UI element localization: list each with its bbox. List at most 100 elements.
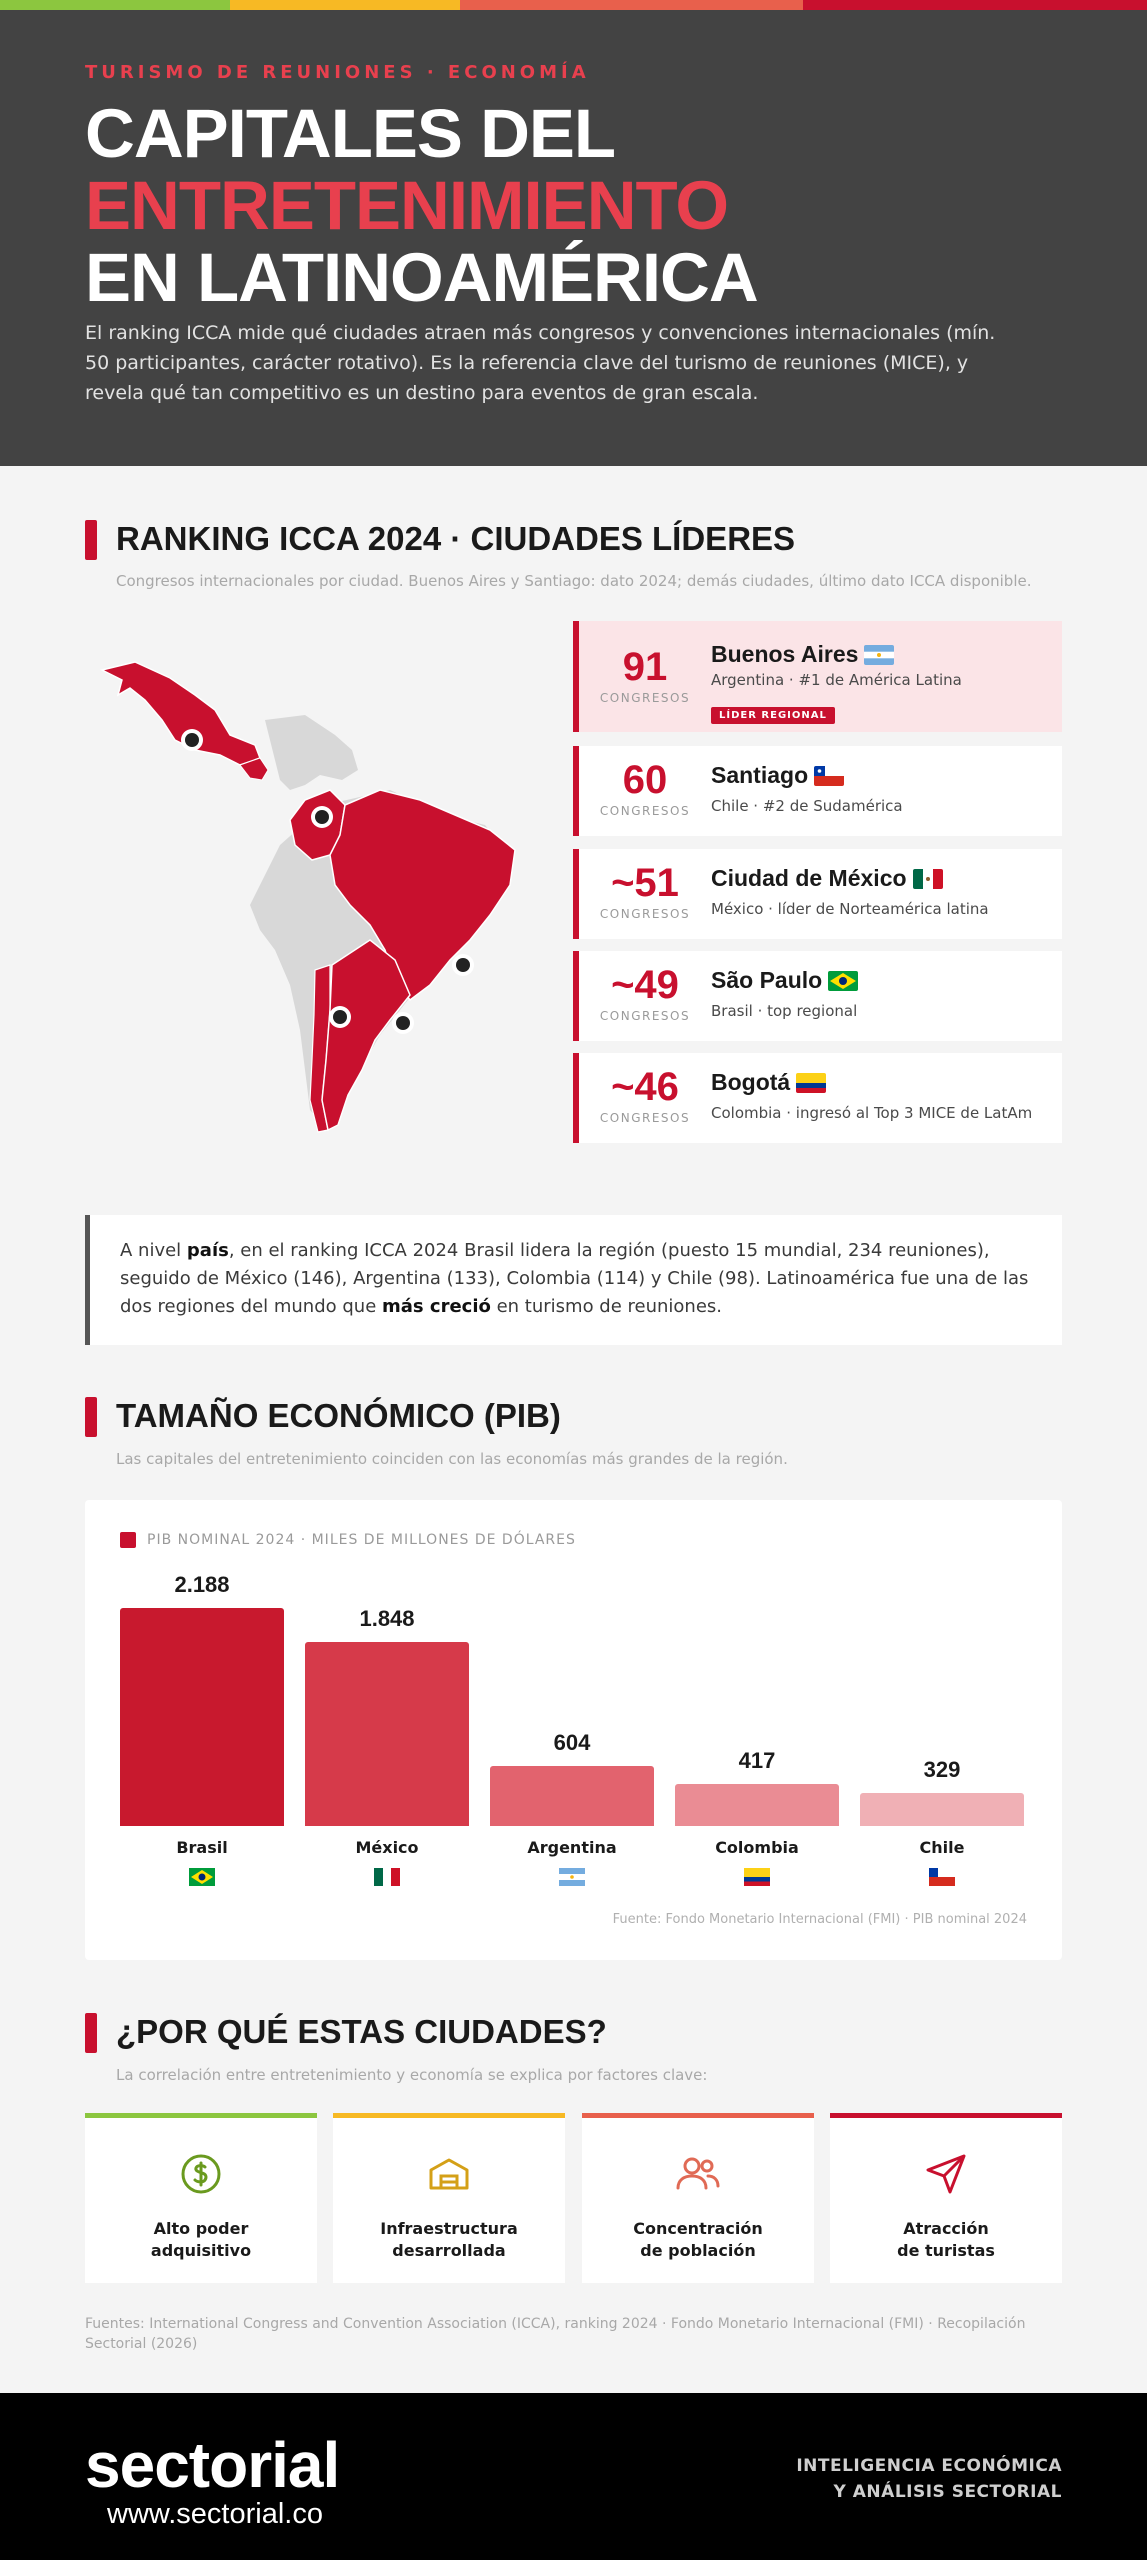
city-name-text: São Paulo [711, 967, 823, 993]
ranking-card: 91 CONGRESOS Buenos Aires Argentina · #1… [573, 621, 1062, 732]
section-marker [85, 2013, 97, 2053]
pib-title: TAMAÑO ECONÓMICO (PIB) [116, 1397, 561, 1434]
factors-subtitle: La correlación entre entretenimiento y e… [116, 2066, 708, 2084]
title-line-2: ENTRETENIMIENTO [85, 167, 729, 244]
header: TURISMO DE REUNIONES · ECONOMÍA CAPITALE… [0, 10, 1147, 466]
factor-card: Infraestructura desarrollada [333, 2113, 565, 2283]
bar-méxico [305, 1642, 469, 1826]
city-desc: México · líder de Norteamérica latina [711, 900, 989, 918]
stripe-yellow [230, 0, 460, 10]
city-desc: Argentina · #1 de América Latina [711, 671, 962, 689]
tagline-line-1: INTELIGENCIA ECONÓMICA [796, 2456, 1062, 2476]
brand-logo[interactable]: sectorial [85, 2429, 340, 2501]
section-marker [85, 520, 97, 560]
argentina-shape [321, 939, 411, 1132]
sources-note: Fuentes: International Congress and Conv… [85, 2316, 1026, 2352]
factor-card: Alto poder adquisitivo [85, 2113, 317, 2283]
callout-text: , en el ranking ICCA 2024 Brasil lidera … [120, 1240, 1029, 1317]
city-name-text: Ciudad de México [711, 865, 907, 891]
factors-title: ¿POR QUÉ ESTAS CIUDADES? [116, 2013, 607, 2050]
congress-count: 91 [622, 645, 668, 689]
colombia-flag-icon [796, 1072, 827, 1093]
ranking-card: ~46 CONGRESOS Bogotá Colombia · ingresó … [573, 1053, 1062, 1143]
stripe-green [0, 0, 230, 10]
bar-brasil [120, 1608, 284, 1826]
callout-bold: país [186, 1240, 229, 1261]
argentina-flag-icon [490, 1868, 654, 1890]
chile-flag-icon [814, 765, 845, 786]
brazil-flag-icon [120, 1868, 284, 1890]
congress-count: 60 [622, 758, 668, 802]
central-america-shape [239, 757, 269, 781]
intro-text: El ranking ICCA mide qué ciudades atraen… [85, 322, 996, 404]
mexico-shape [99, 661, 261, 766]
brazil-flag-icon [828, 970, 859, 991]
page-title: CAPITALES DEL ENTRETENIMIENTO EN LATINOA… [85, 98, 759, 316]
city-name-text: Buenos Aires [711, 641, 859, 667]
ranking-card: ~51 CONGRESOS Ciudad de México México · … [573, 849, 1062, 939]
chile-flag-icon [860, 1868, 1024, 1890]
country-ranking-callout: A nivel país, en el ranking ICCA 2024 Br… [85, 1215, 1062, 1345]
website-link[interactable]: www.sectorial.co [107, 2498, 323, 2530]
city-name: Buenos Aires [711, 641, 895, 668]
section-marker [85, 1397, 97, 1437]
people-icon [676, 2157, 720, 2190]
chart-legend: PIB NOMINAL 2024 · MILES DE MILLONES DE … [147, 1532, 576, 1548]
city-name-text: Santiago [711, 762, 809, 788]
factor-label: Atracción de turistas [897, 2219, 995, 2260]
category-label: Colombia [715, 1838, 799, 1857]
city-desc: Brasil · top regional [711, 1002, 858, 1020]
factor-card: Concentración de población [582, 2113, 814, 2283]
unit-label: CONGRESOS [599, 1009, 691, 1023]
bar-argentina [490, 1766, 654, 1826]
brazil-shape [329, 789, 516, 1002]
bar-value-label: 417 [738, 1748, 776, 1773]
marker-buenos-aires [392, 1012, 414, 1034]
chart-source: Fuente: Fondo Monetario Internacional (F… [612, 1912, 1027, 1927]
congress-count: ~51 [611, 861, 679, 905]
bar-value-label: 1.848 [359, 1606, 415, 1631]
ranking-subtitle: Congresos internacionales por ciudad. Bu… [116, 572, 1032, 590]
city-name-text: Bogotá [711, 1069, 791, 1095]
top-color-stripe [0, 0, 1147, 10]
marker-ciudad-de-mexico [181, 729, 203, 751]
pib-bar-chart: PIB NOMINAL 2024 · MILES DE MILLONES DE … [85, 1500, 1062, 1960]
callout-text: en turismo de reuniones. [490, 1296, 723, 1317]
city-name: São Paulo [711, 967, 859, 994]
tagline-line-2: Y ANÁLISIS SECTORIAL [833, 2482, 1062, 2502]
legend-swatch [120, 1532, 136, 1548]
unit-label: CONGRESOS [599, 1111, 691, 1125]
unit-label: CONGRESOS [599, 804, 691, 818]
ranking-title: RANKING ICCA 2024 · CIUDADES LÍDERES [116, 520, 796, 557]
callout-text: A nivel [120, 1240, 187, 1261]
stripe-orange [460, 0, 803, 10]
category-label: Brasil [176, 1838, 228, 1857]
latin-america-map [99, 661, 516, 1133]
tagline: INTELIGENCIA ECONÓMICA Y ANÁLISIS SECTOR… [796, 2453, 1062, 2505]
argentina-flag-icon [864, 644, 895, 665]
bar-chile [860, 1793, 1024, 1826]
bar-colombia [675, 1784, 839, 1826]
leader-badge: LÍDER REGIONAL [711, 707, 835, 724]
mexico-flag-icon [305, 1868, 469, 1890]
unit-label: CONGRESOS [599, 691, 691, 705]
colombia-flag-icon [675, 1868, 839, 1890]
city-name: Ciudad de México [711, 865, 943, 892]
category-label: México [355, 1838, 419, 1857]
ranking-card: ~49 CONGRESOS São Paulo Brasil · top reg… [573, 951, 1062, 1041]
footer: sectorial www.sectorial.co INTELIGENCIA … [0, 2393, 1147, 2560]
factor-label: Alto poder adquisitivo [150, 2219, 252, 2260]
callout-bold: más creció [382, 1296, 491, 1317]
congress-count: ~49 [611, 963, 679, 1007]
marker-bogota [311, 806, 333, 828]
stripe-red [803, 0, 1147, 10]
kicker: TURISMO DE REUNIONES · ECONOMÍA [85, 62, 590, 83]
marker-santiago [329, 1006, 351, 1028]
city-name: Santiago [711, 762, 845, 789]
building-icon [429, 2158, 469, 2190]
mexico-flag-icon [912, 868, 943, 889]
bar-value-label: 329 [923, 1757, 961, 1782]
title-line-3: EN LATINOAMÉRICA [85, 239, 759, 316]
ranking-card: 60 CONGRESOS Santiago Chile · #2 de Suda… [573, 746, 1062, 836]
factor-label: Concentración de población [633, 2219, 763, 2260]
